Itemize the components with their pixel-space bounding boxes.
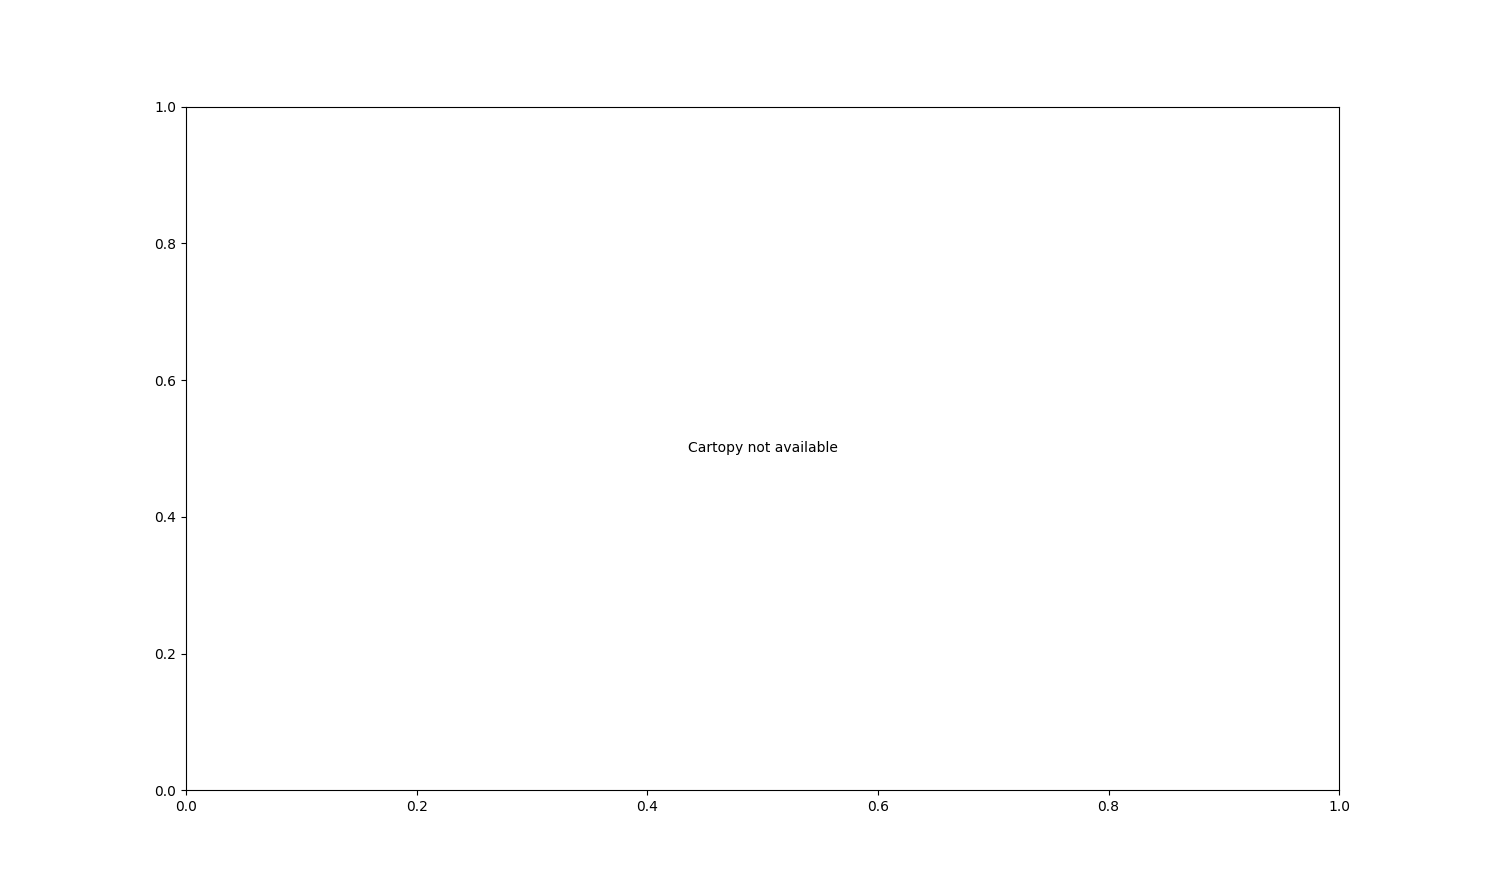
Text: Cartopy not available: Cartopy not available [687,441,838,456]
